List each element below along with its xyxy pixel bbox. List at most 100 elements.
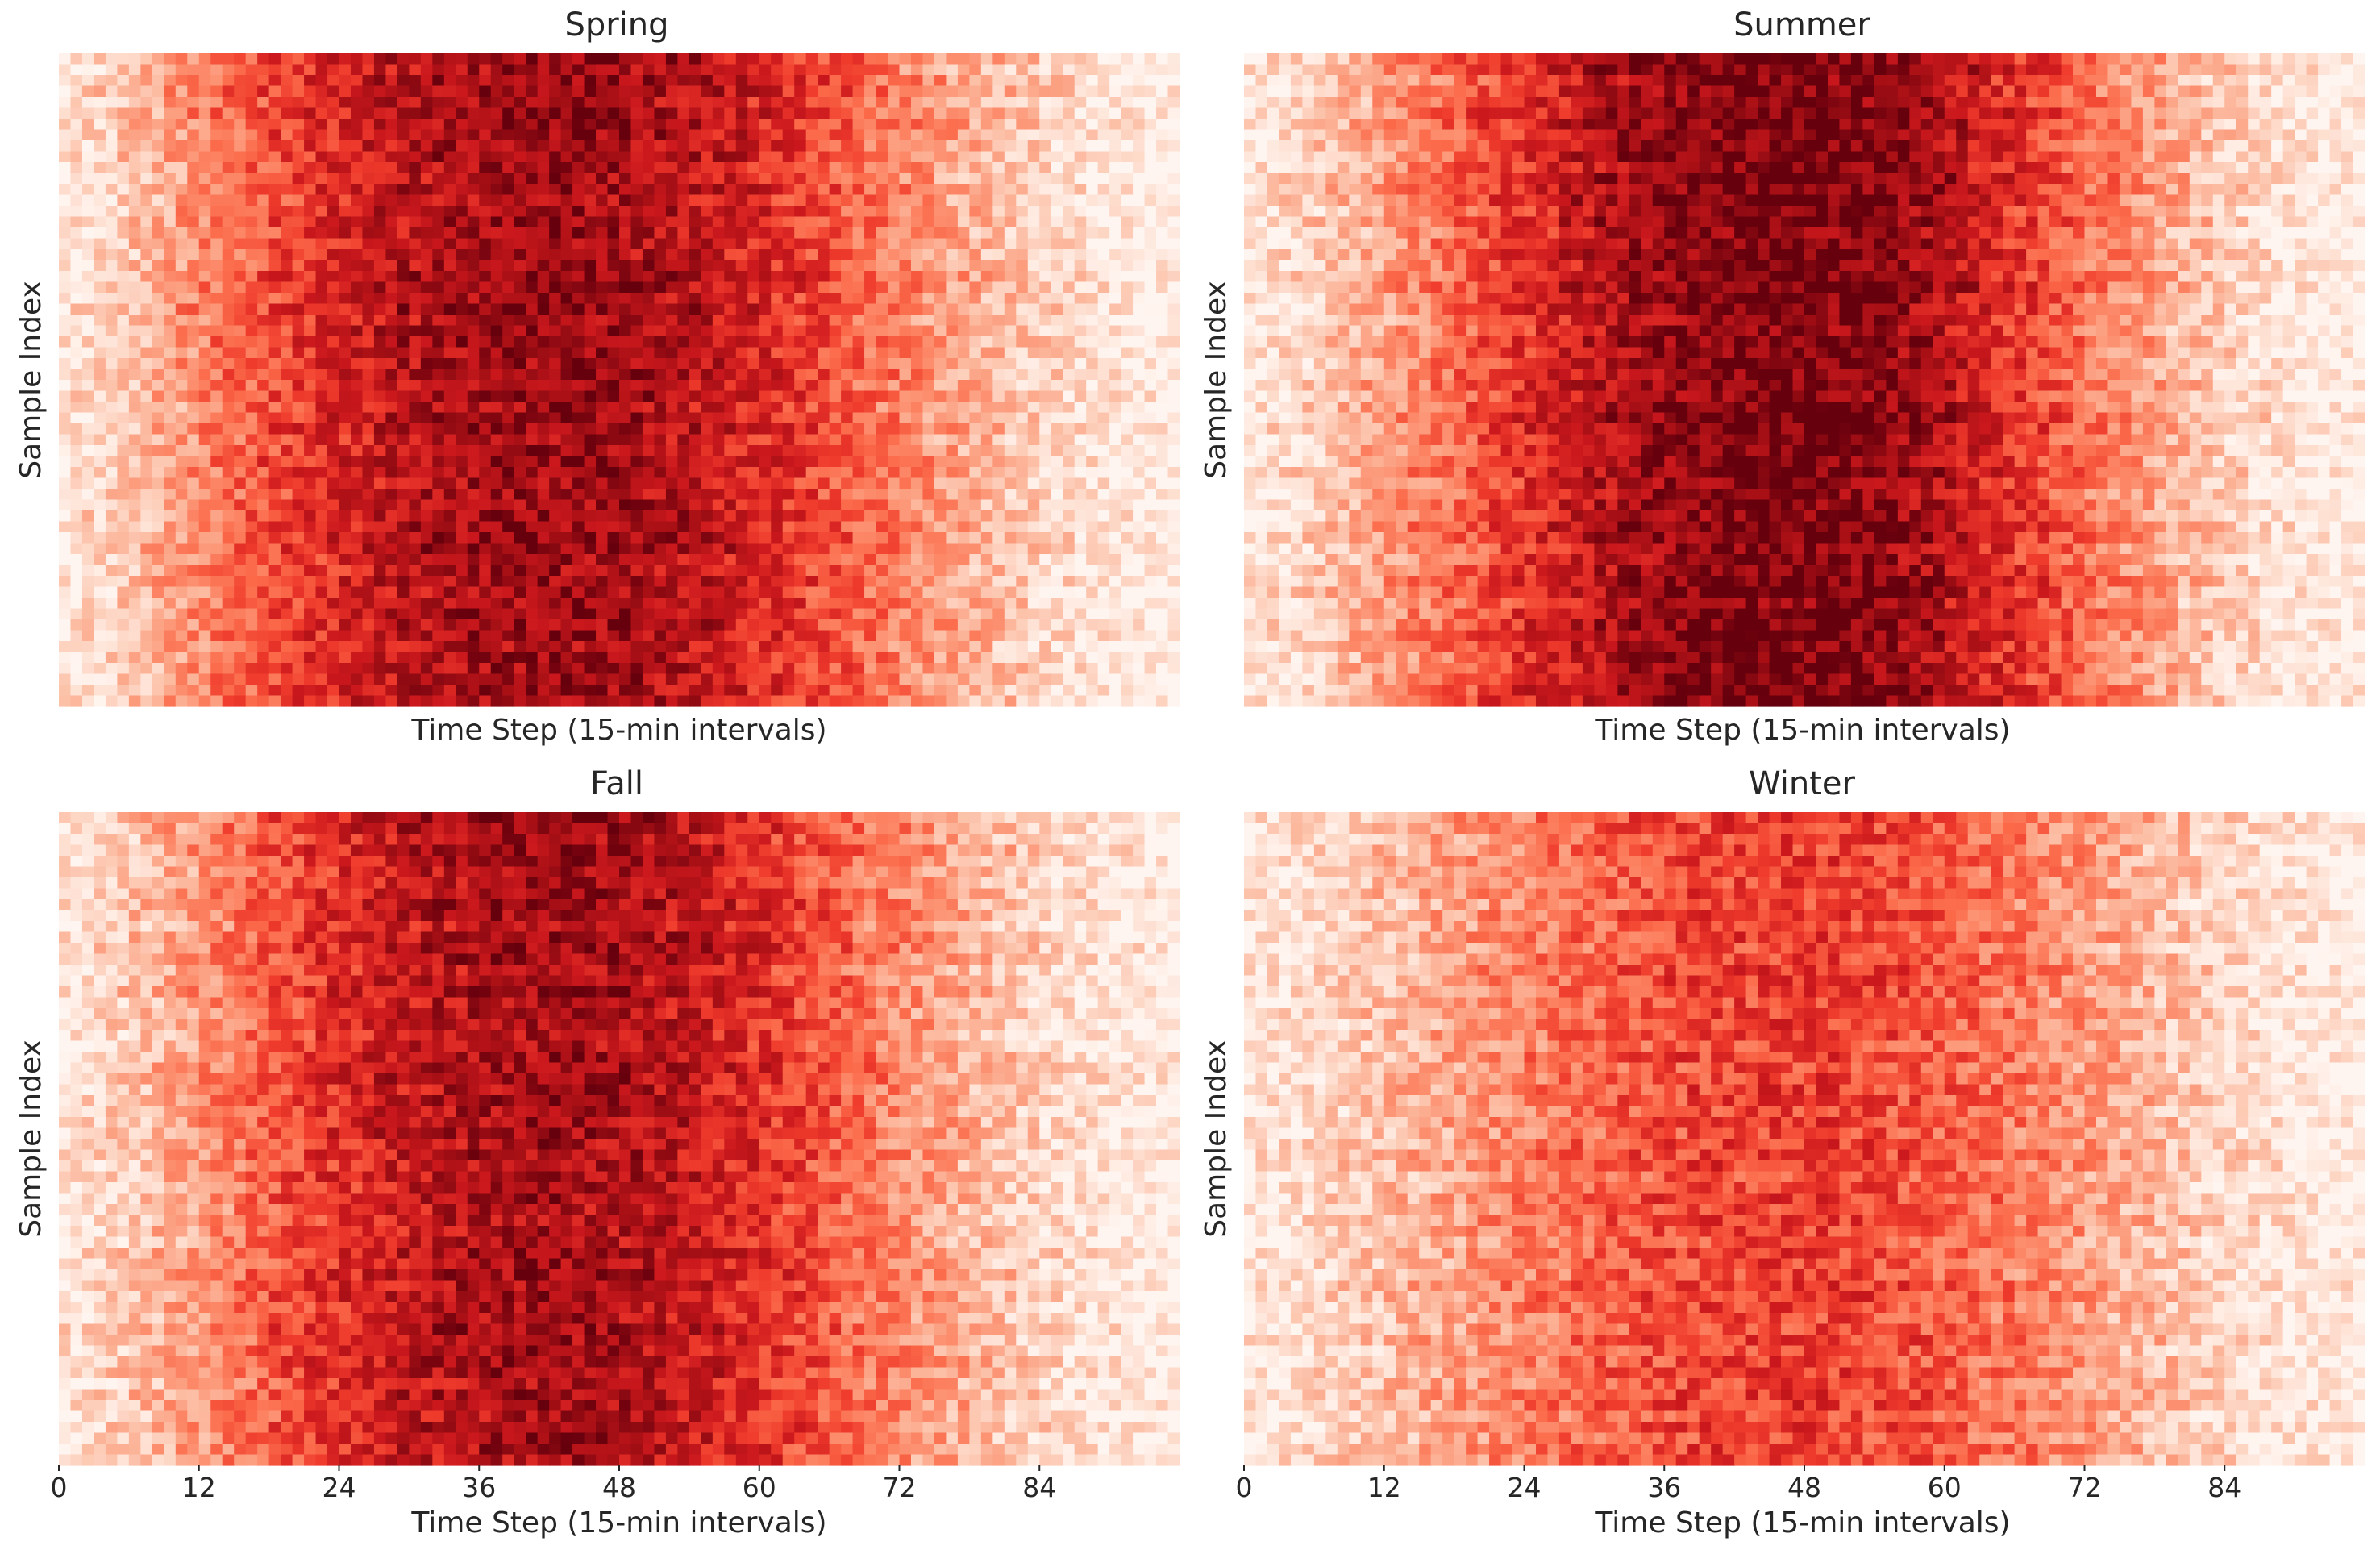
heatmap-cell (747, 249, 759, 260)
heatmap-cell (514, 348, 526, 359)
heatmap-cell (152, 554, 164, 565)
heatmap-cell (853, 206, 865, 217)
heatmap-cell (1016, 227, 1028, 239)
heatmap-cell (654, 97, 666, 108)
heatmap-cell (152, 184, 164, 195)
heatmap-cell (223, 532, 235, 544)
heatmap-cell (351, 282, 363, 294)
heatmap-cell (59, 173, 71, 185)
heatmap-cell (561, 598, 573, 609)
heatmap-cell (117, 173, 129, 185)
heatmap-cell (1075, 239, 1087, 250)
heatmap-cell (992, 239, 1005, 250)
heatmap-cell (257, 489, 269, 500)
heatmap-cell (619, 467, 631, 478)
heatmap-cell (724, 489, 736, 500)
heatmap-cell (1121, 358, 1134, 369)
heatmap-cell (339, 195, 352, 206)
heatmap-cell (1109, 97, 1121, 108)
heatmap-cell (1039, 348, 1051, 359)
heatmap-cell (724, 140, 736, 152)
heatmap-cell (1145, 326, 1157, 337)
heatmap-cell (992, 522, 1005, 533)
heatmap-cell (783, 293, 795, 304)
heatmap-cell (70, 249, 82, 260)
heatmap-cell (771, 130, 783, 141)
heatmap-cell (1121, 239, 1134, 250)
heatmap-cell (1028, 227, 1040, 239)
heatmap-cell (374, 217, 386, 228)
heatmap-cell (1145, 239, 1157, 250)
heatmap-cell (514, 65, 526, 76)
heatmap-cell (630, 554, 643, 565)
heatmap-cell (818, 271, 830, 282)
heatmap-cell (199, 445, 211, 456)
heatmap-cell (1121, 152, 1134, 163)
heatmap-cell (164, 293, 176, 304)
heatmap-cell (654, 75, 666, 86)
heatmap-cell (257, 554, 269, 565)
heatmap-cell (304, 184, 316, 195)
heatmap-cell (747, 65, 759, 76)
heatmap-cell (724, 587, 736, 598)
heatmap-cell (1075, 456, 1087, 468)
heatmap-cell (689, 587, 701, 598)
heatmap-cell (572, 532, 585, 544)
heatmap-cell (129, 391, 141, 402)
heatmap-cell (210, 173, 223, 185)
heatmap-cell (1121, 162, 1134, 173)
heatmap-cell (900, 467, 912, 478)
heatmap-cell (619, 565, 631, 577)
heatmap-cell (1016, 402, 1028, 413)
heatmap-cell (1098, 152, 1110, 163)
heatmap-cell (630, 510, 643, 522)
heatmap-cell (269, 456, 281, 468)
heatmap-cell (619, 227, 631, 239)
heatmap-cell (304, 227, 316, 239)
heatmap-cell (841, 456, 853, 468)
heatmap-cell (362, 435, 374, 446)
heatmap-cell (572, 282, 585, 294)
heatmap-cell (59, 445, 71, 456)
heatmap-cell (900, 348, 912, 359)
heatmap-cell (1063, 456, 1075, 468)
heatmap-cell (187, 358, 199, 369)
heatmap-cell (59, 75, 71, 86)
heatmap-cell (876, 336, 888, 348)
heatmap-cell (946, 369, 958, 381)
heatmap-cell (468, 336, 480, 348)
heatmap-cell (608, 380, 620, 391)
heatmap-cell (316, 348, 328, 359)
heatmap-cell (1016, 522, 1028, 533)
heatmap-cell (677, 227, 689, 239)
heatmap-cell (911, 489, 923, 500)
heatmap-cell (771, 271, 783, 282)
heatmap-cell (351, 380, 363, 391)
heatmap-cell (129, 369, 141, 381)
heatmap-cell (1028, 173, 1040, 185)
heatmap-cell (1156, 576, 1168, 587)
heatmap-cell (106, 369, 118, 381)
heatmap-cell (199, 587, 211, 598)
heatmap-cell (981, 478, 993, 490)
heatmap-cell (82, 293, 94, 304)
heatmap-cell (456, 369, 468, 381)
heatmap-cell (830, 358, 842, 369)
heatmap-cell (585, 500, 597, 511)
heatmap-cell (257, 184, 269, 195)
heatmap-cell (747, 500, 759, 511)
heatmap-cell (385, 609, 397, 620)
heatmap-cell (94, 173, 106, 185)
heatmap-cell (689, 598, 701, 609)
heatmap-cell (596, 380, 608, 391)
heatmap-cell (736, 348, 748, 359)
heatmap-cell (888, 489, 900, 500)
heatmap-cell (1051, 532, 1063, 544)
heatmap-cell (444, 554, 456, 565)
heatmap-cell (934, 282, 947, 294)
heatmap-cell (724, 510, 736, 522)
heatmap-cell (608, 336, 620, 348)
heatmap-cell (549, 369, 561, 381)
heatmap-cell (1098, 358, 1110, 369)
heatmap-cell (362, 206, 374, 217)
